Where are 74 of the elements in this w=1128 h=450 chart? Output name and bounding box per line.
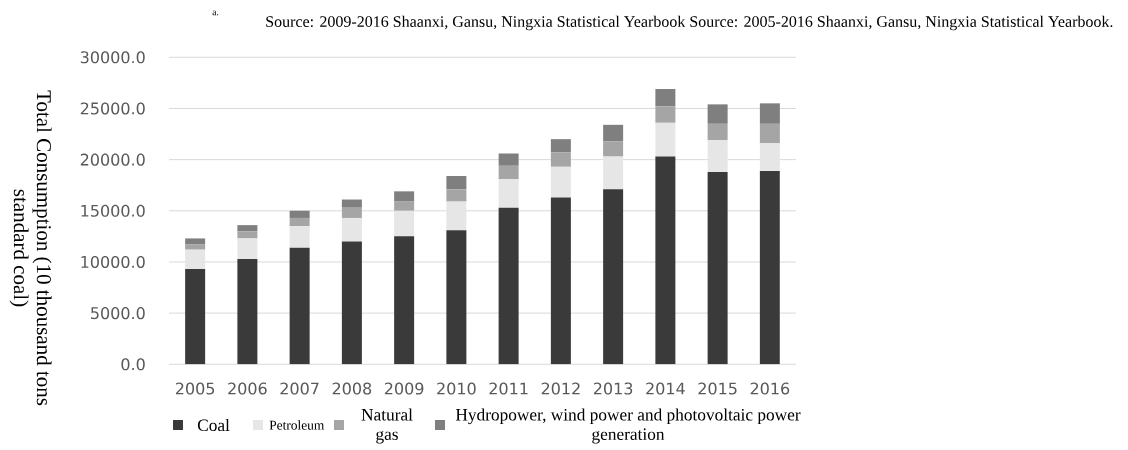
bar (237, 225, 258, 232)
bar (498, 207, 519, 365)
y-tick-label: 0.0 (121, 358, 145, 371)
bar (185, 238, 206, 245)
y-tick-label: 5000.0 (91, 307, 145, 320)
bar (759, 123, 780, 144)
bar (707, 140, 728, 172)
y-tick-label: 30000.0 (80, 51, 145, 64)
x-tick-label: 2010 (437, 382, 476, 395)
bar (394, 191, 415, 202)
bar (603, 141, 624, 157)
y-tick-label: 10000.0 (81, 255, 145, 268)
bar (185, 249, 206, 270)
bar (394, 210, 415, 237)
bar (394, 201, 415, 211)
x-tick-label: 2008 (332, 382, 372, 395)
bar (446, 189, 467, 202)
bar (655, 122, 676, 157)
bar (341, 207, 362, 218)
bar (759, 143, 780, 171)
bar (550, 139, 571, 153)
x-tick-label: 2013 (593, 382, 633, 395)
bar (498, 179, 519, 208)
bar (603, 124, 624, 142)
bar (498, 165, 519, 180)
x-tick-label: 2009 (384, 382, 424, 395)
bar (603, 156, 624, 190)
bar (237, 258, 258, 365)
bar (707, 104, 728, 124)
bar (289, 210, 310, 218)
bar (446, 201, 467, 231)
bar (655, 89, 676, 107)
bar (341, 217, 362, 242)
y-axis-title: Total Consumption (10 thousand tons standard coal) (9, 90, 52, 406)
bar (707, 171, 728, 365)
x-tick-label: 2006 (228, 382, 267, 395)
y-tick-label: 15000.0 (81, 204, 145, 217)
bar (550, 152, 571, 167)
bar (394, 236, 415, 365)
y-tick-label: 20000.0 (80, 153, 145, 166)
x-tick-label: 2011 (489, 382, 528, 395)
bar (446, 176, 467, 190)
y-tick-label: 25000.0 (80, 102, 145, 115)
bar (446, 230, 467, 365)
bar (707, 123, 728, 141)
text: a. (212, 10, 219, 16)
bar (341, 241, 362, 365)
bar (289, 247, 310, 365)
bar (759, 170, 780, 365)
legend-label: Coal (197, 418, 230, 432)
legend-label: Natural gas (361, 408, 413, 444)
bar (603, 189, 624, 365)
bar (655, 106, 676, 123)
legend-label: Petroleum (269, 420, 325, 430)
bar (759, 103, 780, 124)
bar (289, 226, 310, 248)
bar (341, 199, 362, 208)
bar (550, 166, 571, 198)
bar (498, 153, 519, 166)
bar (237, 231, 258, 239)
bar (185, 269, 206, 365)
x-tick-label: 2014 (646, 382, 685, 395)
bar (550, 197, 571, 365)
source-note: Source: 2009-2016 Shaanxi, Gansu, Ningxia Statistical Yearbook Source: 2005-2016 Shaanxi, Gansu, Ningxia Statistical Yearbook. (266, 15, 1113, 31)
bar (289, 217, 310, 227)
x-tick-label: 2012 (541, 382, 580, 395)
legend-label: Hydropower, wind power and photovoltaic power generation (455, 408, 801, 444)
bar (185, 244, 206, 250)
x-tick-label: 2005 (175, 382, 215, 395)
bar (237, 238, 258, 259)
bar (655, 156, 676, 365)
x-tick-label: 2015 (698, 382, 737, 395)
x-tick-label: 2016 (750, 382, 790, 395)
x-tick-label: 2007 (280, 382, 319, 395)
